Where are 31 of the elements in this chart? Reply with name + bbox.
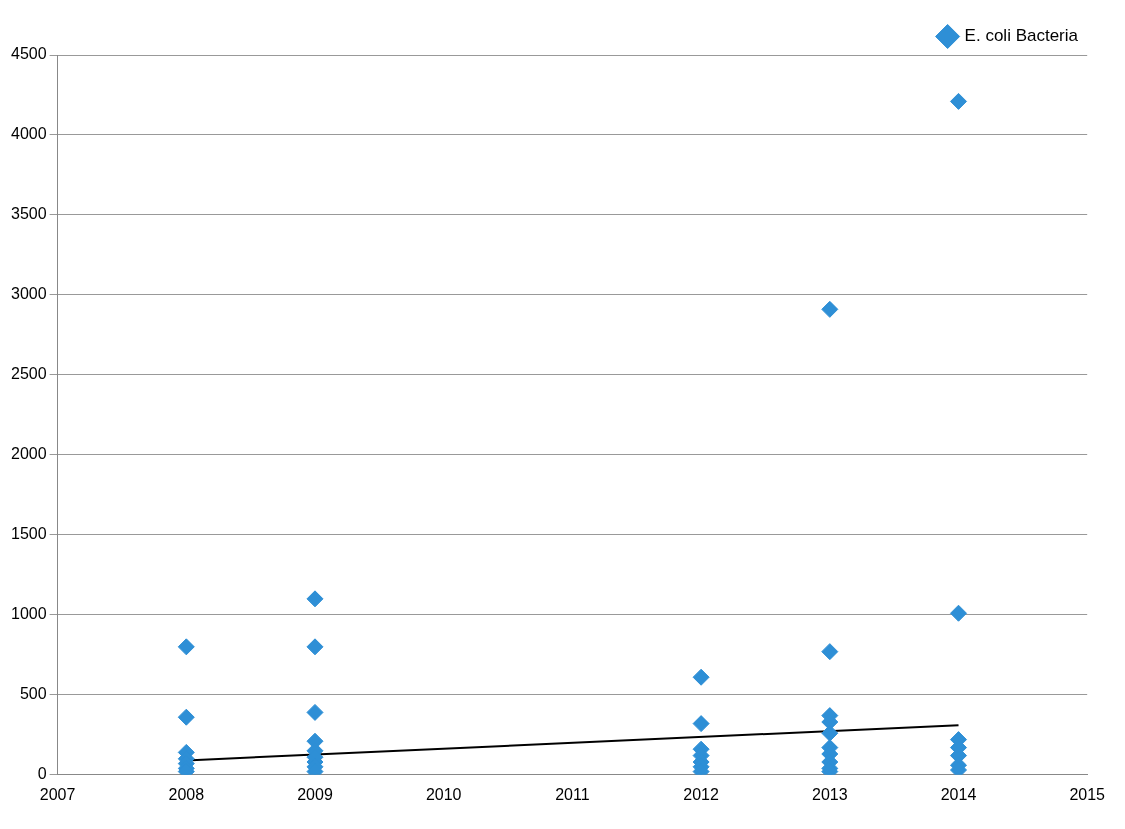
x-tick-label: 2011 xyxy=(555,785,590,803)
point xyxy=(821,643,839,661)
y-tick-label: 3500 xyxy=(11,205,47,223)
y-tick-label: 1500 xyxy=(11,525,47,543)
y-tick-label: 500 xyxy=(19,685,47,703)
x-tick-label: 2014 xyxy=(940,785,977,803)
x-tick-label: 2010 xyxy=(425,785,462,803)
point xyxy=(692,668,710,686)
x-tick-label: 2015 xyxy=(1069,785,1106,803)
point xyxy=(306,638,324,656)
legend-label: E. coli Bacteria xyxy=(964,26,1079,46)
y-tick-label: 0 xyxy=(37,765,47,783)
x-tick-label: 2007 xyxy=(39,785,76,803)
x-tick-label: 2012 xyxy=(683,785,719,803)
y-tick-label: 2500 xyxy=(11,365,47,383)
y-tick-label: 4500 xyxy=(11,45,47,63)
point xyxy=(821,300,839,318)
point xyxy=(306,703,324,721)
point xyxy=(306,590,324,608)
x-tick-label: 2008 xyxy=(168,785,205,803)
point xyxy=(177,638,195,656)
x-tick-label: 2013 xyxy=(812,785,848,803)
y-tick-label: 1000 xyxy=(11,605,47,623)
point xyxy=(692,715,710,733)
y-tick-label: 2000 xyxy=(11,445,47,463)
x-tick-label: 2009 xyxy=(297,785,333,803)
point xyxy=(177,708,195,726)
point xyxy=(950,92,967,110)
y-tick-label: 3000 xyxy=(11,285,47,303)
y-tick-label: 4000 xyxy=(11,125,47,143)
point xyxy=(950,604,967,622)
